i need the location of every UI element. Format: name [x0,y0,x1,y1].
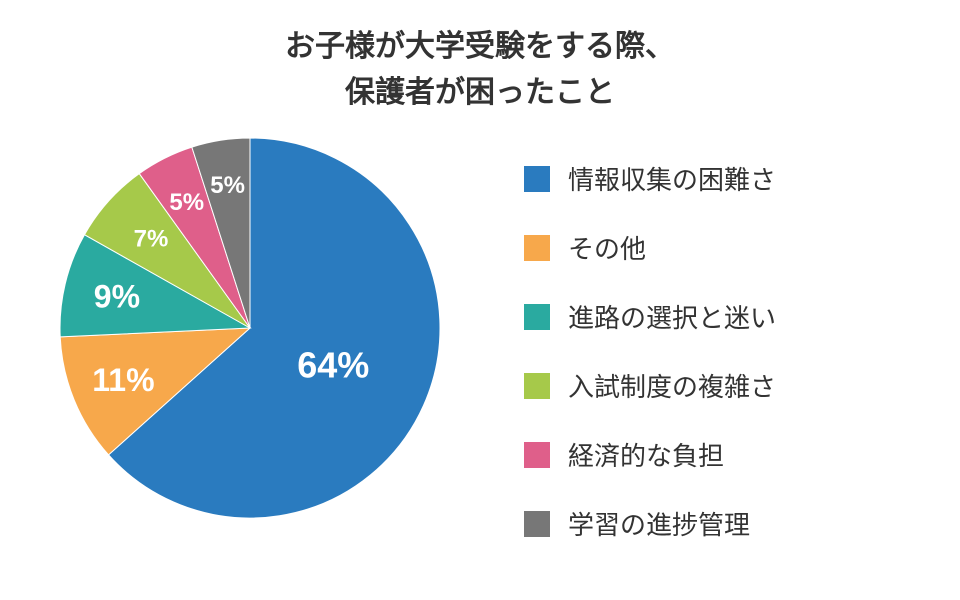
legend-label: 進路の選択と迷い [568,304,777,334]
legend-label: 学習の進捗管理 [568,511,751,541]
legend-label: 経済的な負担 [568,442,725,472]
legend-item: 入試制度の複雑さ [524,351,944,420]
legend-swatch [524,441,550,468]
slice-value-label: 5% [210,172,245,199]
slice-value-label: 11% [92,362,154,398]
legend-item: 進路の選択と迷い [524,282,944,351]
slice-value-label: 64% [297,345,369,386]
legend-swatch [524,510,550,537]
legend-swatch [524,303,550,330]
chart-title-line-1: お子様が大学受験をする際、 [285,29,675,64]
chart-title: お子様が大学受験をする際、 保護者が困ったこと [0,24,960,116]
pie-slice [59,327,252,456]
legend-swatch [524,165,550,192]
slice-value-label: 5% [169,189,204,216]
pie-slice [191,137,251,329]
legend: 情報収集の困難さ その他 進路の選択と迷い 入試制度の複雑さ 経済的な負担 学習… [524,144,944,558]
legend-item: 経済的な負担 [524,420,944,489]
legend-label: 入試制度の複雑さ [568,373,777,403]
legend-label: 情報収集の困難さ [568,166,777,196]
slice-value-label: 9% [94,278,140,314]
legend-swatch [524,234,550,261]
slice-value-label: 7% [134,226,169,253]
legend-swatch [524,372,550,399]
legend-label: その他 [568,235,647,265]
pie-slice [107,137,441,519]
legend-item: 情報収集の困難さ [524,144,944,213]
chart-title-line-2: 保護者が困ったこと [345,75,615,110]
legend-item: その他 [524,213,944,282]
legend-item: 学習の進捗管理 [524,489,944,558]
pie-slice [59,234,252,338]
